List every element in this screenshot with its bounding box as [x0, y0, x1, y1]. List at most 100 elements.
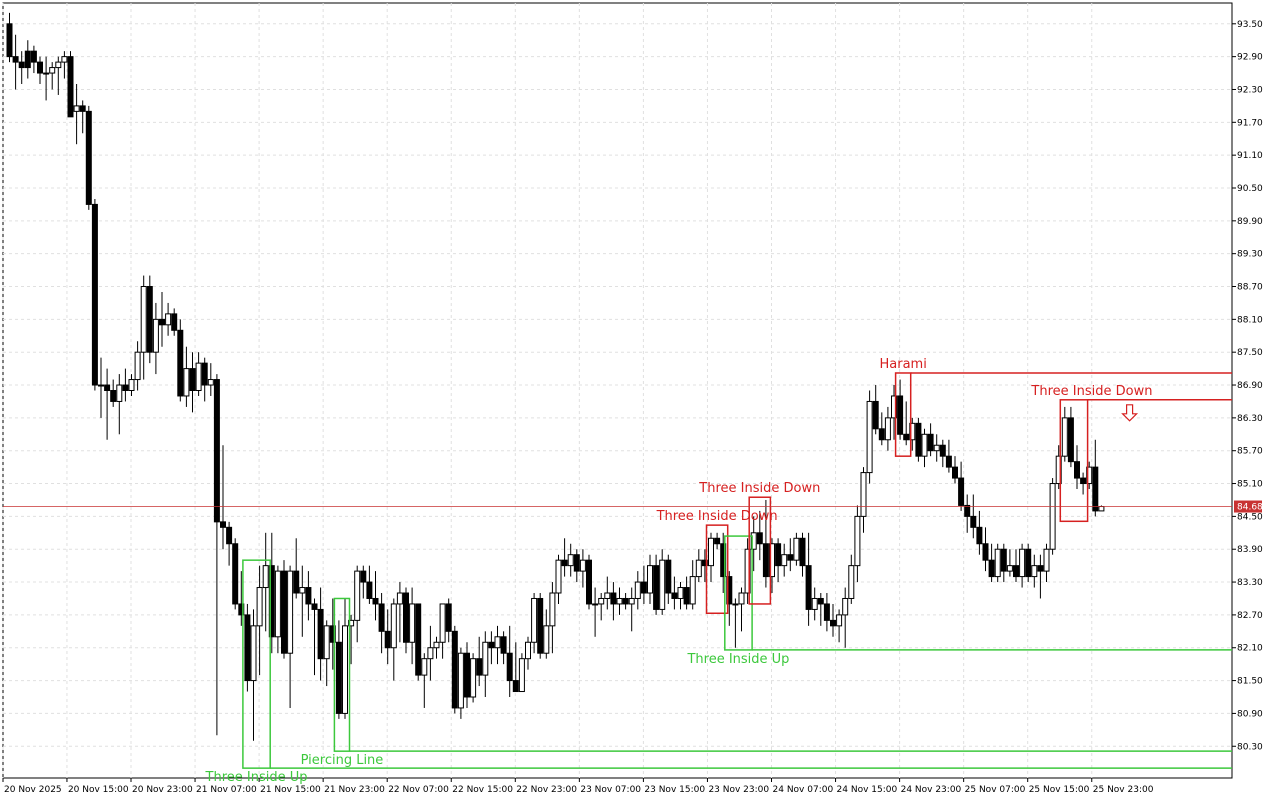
candle-body	[360, 570, 367, 583]
candle-body	[842, 597, 849, 616]
candle-body	[305, 587, 312, 605]
pattern-label: Piercing Line	[301, 753, 384, 768]
candle-body	[964, 504, 971, 517]
candle-body	[1025, 548, 1032, 578]
candle-body	[457, 652, 464, 709]
candle-body	[610, 592, 617, 605]
candle-body	[494, 636, 501, 649]
candle-body	[384, 630, 391, 649]
candle-body	[756, 532, 763, 545]
candle-body	[482, 641, 489, 676]
candle-body	[268, 565, 275, 638]
candle-body	[470, 658, 477, 698]
candle-body	[464, 652, 470, 698]
candle-body	[207, 379, 214, 386]
plot-frame	[2, 2, 1233, 779]
candle-body	[750, 532, 757, 550]
x-tick-label: 20 Nov 23:00	[132, 785, 193, 795]
candle-body	[140, 286, 147, 353]
x-tick-label: 23 Nov 23:00	[708, 785, 769, 795]
candle-body	[848, 565, 855, 599]
candle-body	[592, 603, 599, 606]
candle-body	[1074, 461, 1080, 479]
candle-body	[854, 515, 861, 567]
candle-body	[781, 554, 788, 567]
candle-body	[762, 543, 769, 578]
candle-body	[872, 400, 879, 430]
candle-body	[134, 351, 141, 381]
candle-body	[769, 543, 775, 578]
candle-body	[1055, 455, 1062, 485]
candle-body	[506, 652, 513, 682]
candle-body	[958, 477, 965, 506]
candle-body	[866, 400, 873, 474]
y-tick-label: 91.70	[1237, 118, 1263, 128]
candle-body	[403, 592, 409, 643]
x-tick-label: 24 Nov 07:00	[773, 785, 834, 795]
candle-body	[939, 444, 946, 457]
candle-body	[372, 597, 379, 605]
candle-body	[525, 641, 531, 660]
candle-body	[909, 422, 916, 441]
candle-body	[287, 570, 294, 654]
candle-body	[586, 559, 592, 605]
candle-body	[421, 658, 428, 676]
pattern-arrow	[1121, 404, 1139, 422]
candle-body	[299, 587, 306, 594]
candle-body	[451, 630, 458, 709]
candle-body	[555, 559, 562, 594]
candle-body	[579, 559, 586, 572]
y-tick-label: 90.50	[1237, 184, 1263, 194]
y-tick-label: 83.90	[1237, 545, 1263, 555]
candle-body	[683, 587, 690, 605]
pattern-box	[333, 597, 351, 752]
candle-body	[110, 390, 117, 402]
candle-body	[823, 603, 830, 621]
candle-body	[970, 515, 977, 528]
pattern-label: Three Inside Down	[656, 509, 778, 524]
candle-body	[1006, 565, 1013, 572]
candle-body	[793, 537, 800, 561]
candle-body	[445, 603, 452, 632]
x-tick-label: 25 Nov 15:00	[1029, 785, 1090, 795]
x-tick-label: 25 Nov 07:00	[965, 785, 1026, 795]
candle-body	[677, 587, 684, 599]
candle-body	[122, 384, 129, 391]
candle-body	[738, 592, 745, 605]
y-tick-label: 92.30	[1237, 85, 1263, 95]
candle-body	[708, 537, 714, 567]
candle-body	[30, 50, 37, 63]
pattern-box	[724, 535, 753, 651]
candle-body	[293, 570, 300, 594]
candle-body	[1031, 565, 1038, 578]
candle-body	[323, 625, 330, 660]
candle-body	[67, 56, 74, 118]
x-tick-label: 22 Nov 15:00	[452, 785, 513, 795]
candle-body	[354, 570, 361, 621]
candle-body	[427, 647, 434, 660]
candle-body	[714, 537, 721, 545]
candle-body	[945, 455, 952, 468]
candle-body	[512, 680, 519, 693]
candle-body	[500, 636, 507, 654]
x-tick-label: 21 Nov 23:00	[324, 785, 385, 795]
candle-body	[860, 472, 867, 517]
candle-body	[213, 379, 220, 523]
candle-body	[1019, 548, 1026, 578]
candle-body	[634, 581, 641, 599]
x-tick-label: 25 Nov 23:00	[1093, 785, 1154, 795]
x-tick-label: 21 Nov 15:00	[260, 785, 321, 795]
candle-body	[921, 433, 928, 457]
candle-body	[787, 554, 794, 561]
candle-body	[567, 554, 574, 567]
candle-body	[55, 61, 62, 69]
candle-body	[573, 554, 580, 572]
candle-body	[311, 603, 318, 610]
candle-body	[250, 625, 257, 682]
candle-body	[604, 592, 611, 599]
candle-body	[171, 313, 178, 331]
candle-body	[689, 576, 696, 605]
x-tick-label: 24 Nov 23:00	[901, 785, 962, 795]
pattern-box	[748, 496, 772, 605]
